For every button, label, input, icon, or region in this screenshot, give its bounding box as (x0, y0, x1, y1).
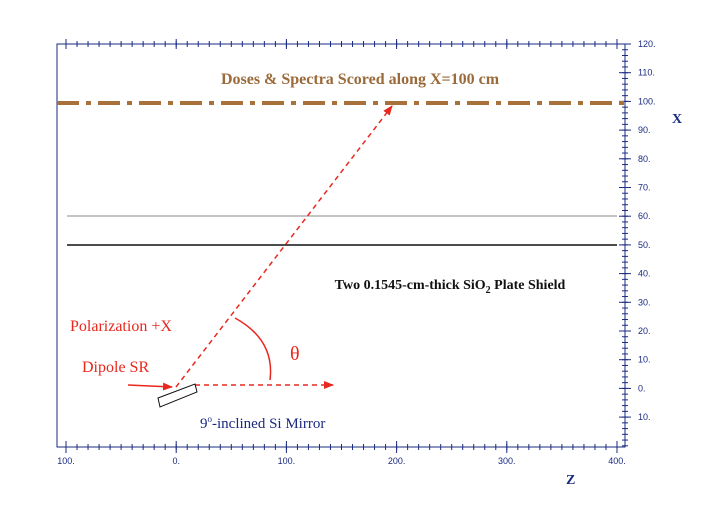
x-tick-label: 80. (638, 154, 651, 164)
z-tick-label: 100. (278, 456, 296, 466)
z-tick-label: 400. (608, 456, 626, 466)
reflected-beam (175, 105, 393, 388)
shield-label: Two 0.1545-cm-thick SiO2 Plate Shield (335, 278, 566, 296)
x-tick-label: 70. (638, 183, 651, 193)
x-tick-label: 50. (638, 240, 651, 250)
source-beam (127, 382, 173, 391)
polarization-label: Polarization +X (70, 318, 172, 335)
z-tick-label: 100. (57, 456, 75, 466)
source-label: Dipole SR (82, 359, 149, 376)
mirror-label: 9o-inclined Si Mirror (200, 414, 325, 432)
x-tick-label: 10. (638, 412, 651, 422)
x-tick-label: 30. (638, 297, 651, 307)
x-tick-label: 60. (638, 211, 651, 221)
axis-ticks: 120. 110. 100. 90. 80. 70. 60. 50. 40. 30. 20. 10. 0… (57, 39, 656, 466)
x-tick-label: 40. (638, 269, 651, 279)
x-tick-label: 110. (638, 68, 655, 78)
z-tick-label: 0. (172, 456, 180, 466)
z-tick-label: 300. (498, 456, 516, 466)
title: Doses & Spectra Scored along X=100 cm (221, 71, 500, 88)
angle-label: θ (290, 343, 300, 365)
x-tick-label: 10. (638, 355, 651, 365)
x-axis-label: X (672, 112, 682, 127)
x-tick-label: 100. (638, 96, 656, 106)
z-axis-label: Z (566, 473, 575, 488)
z-tick-label: 200. (388, 456, 406, 466)
mirror (157, 383, 198, 408)
x-tick-label: 120. (638, 39, 656, 49)
x-tick-label: 90. (638, 125, 651, 135)
x-tick-label: 0. (638, 383, 646, 393)
x-tick-label: 20. (638, 326, 651, 336)
angle-arc (234, 317, 272, 381)
